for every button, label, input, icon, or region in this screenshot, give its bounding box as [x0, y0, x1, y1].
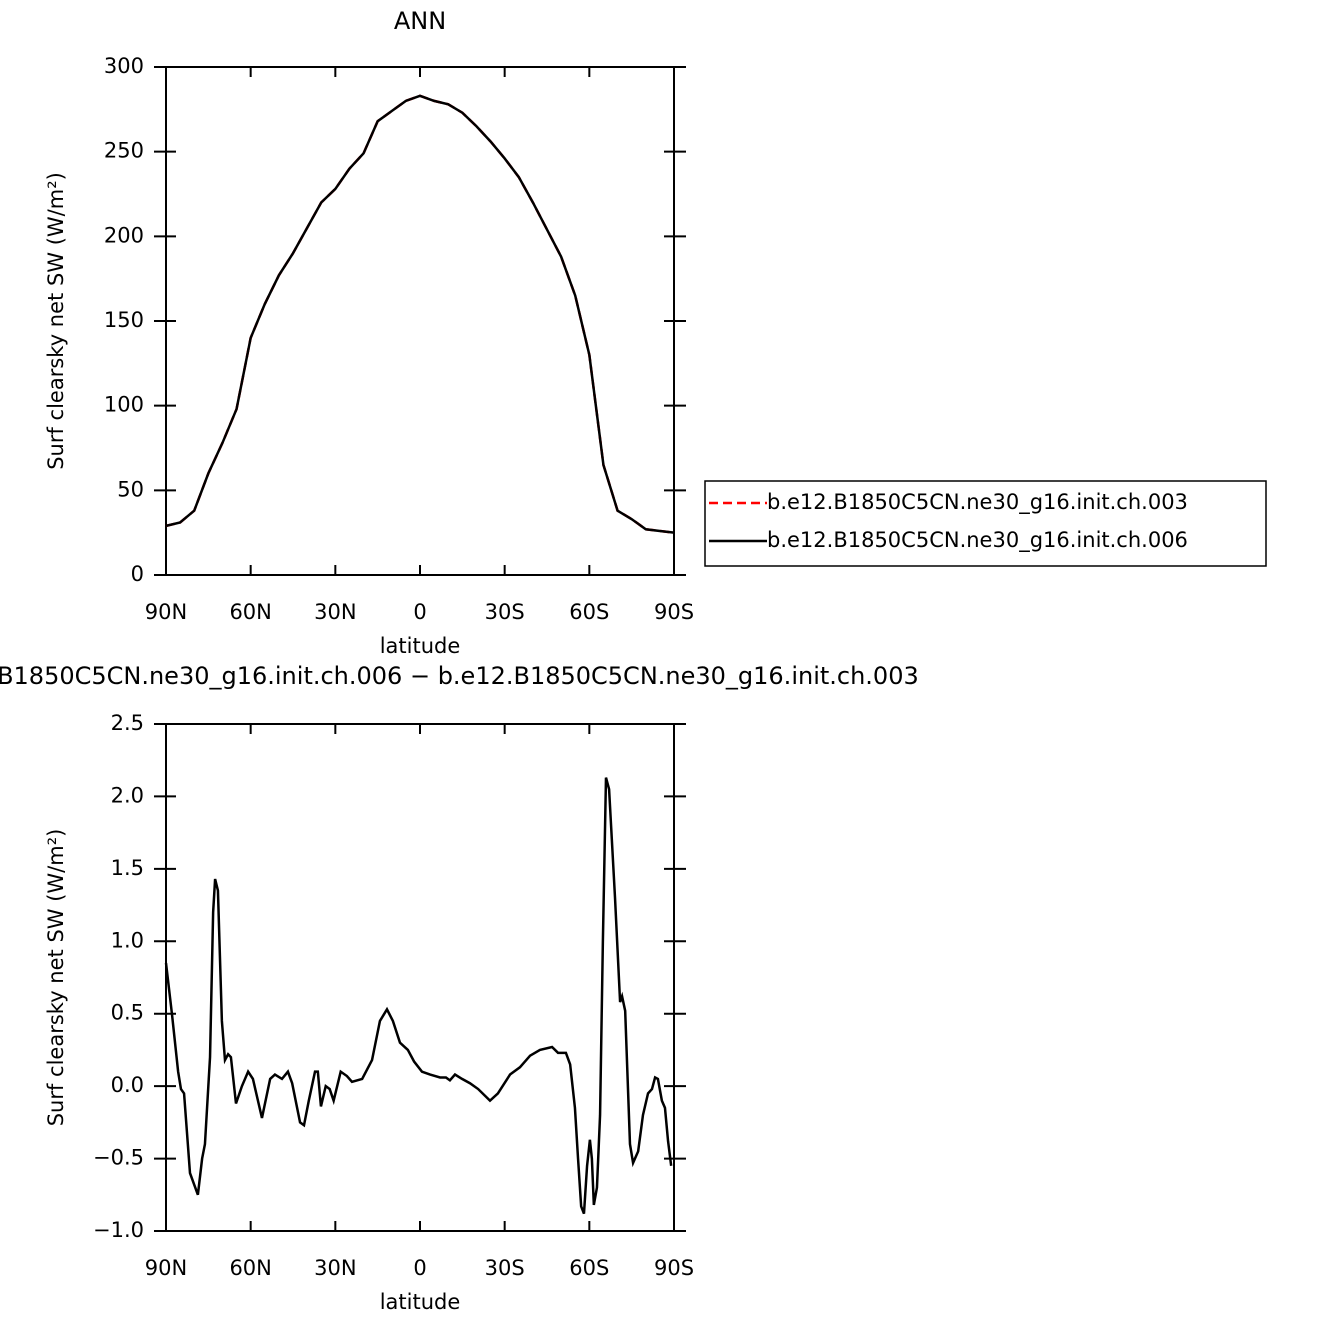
y-tick-label: −0.5: [93, 1146, 144, 1170]
y-tick-label: −1.0: [93, 1218, 144, 1242]
y-axis-label: Surf clearsky net SW (W/m²): [44, 829, 68, 1127]
y-tick-label: 2.5: [111, 711, 144, 735]
x-axis-label: latitude: [380, 634, 461, 658]
chart-title: b.e12.B1850C5CN.ne30_g16.init.ch.006 − b…: [0, 662, 919, 690]
y-tick-label: 0.0: [111, 1073, 144, 1097]
x-tick-label: 90N: [145, 600, 187, 624]
x-tick-label: 90N: [145, 1256, 187, 1280]
plot-frame: [165, 66, 675, 576]
x-tick-label: 30S: [485, 1256, 525, 1280]
x-tick-label: 60S: [569, 600, 609, 624]
x-tick-label: 30N: [314, 1256, 356, 1280]
y-axis-label: Surf clearsky net SW (W/m²): [44, 172, 68, 470]
y-tick-label: 200: [104, 223, 144, 247]
y-tick-label: 300: [104, 54, 144, 78]
series-line: [164, 777, 673, 1215]
legend-box: [704, 480, 1267, 567]
x-tick-label: 60S: [569, 1256, 609, 1280]
x-tick-label: 90S: [654, 1256, 694, 1280]
x-tick-label: 60N: [229, 1256, 271, 1280]
x-tick-label: 60N: [229, 600, 271, 624]
x-tick-label: 30N: [314, 600, 356, 624]
y-tick-label: 1.0: [111, 928, 144, 952]
y-tick-label: 250: [104, 139, 144, 163]
y-tick-label: 1.5: [111, 856, 144, 880]
y-tick-label: 50: [117, 477, 144, 501]
legend-label: b.e12.B1850C5CN.ne30_g16.init.ch.003: [767, 490, 1188, 515]
series-line: [165, 94, 675, 534]
legend-label: b.e12.B1850C5CN.ne30_g16.init.ch.006: [767, 528, 1188, 553]
x-tick-label: 30S: [485, 600, 525, 624]
y-tick-label: 0: [131, 562, 144, 586]
y-tick-label: 100: [104, 393, 144, 417]
series-line: [165, 94, 675, 534]
chart-title: ANN: [394, 7, 446, 35]
y-tick-label: 2.0: [111, 783, 144, 807]
x-tick-label: 0: [413, 600, 426, 624]
y-tick-label: 150: [104, 308, 144, 332]
x-tick-label: 90S: [654, 600, 694, 624]
y-tick-label: 0.5: [111, 1001, 144, 1025]
x-tick-label: 0: [413, 1256, 426, 1280]
x-axis-label: latitude: [380, 1290, 461, 1314]
